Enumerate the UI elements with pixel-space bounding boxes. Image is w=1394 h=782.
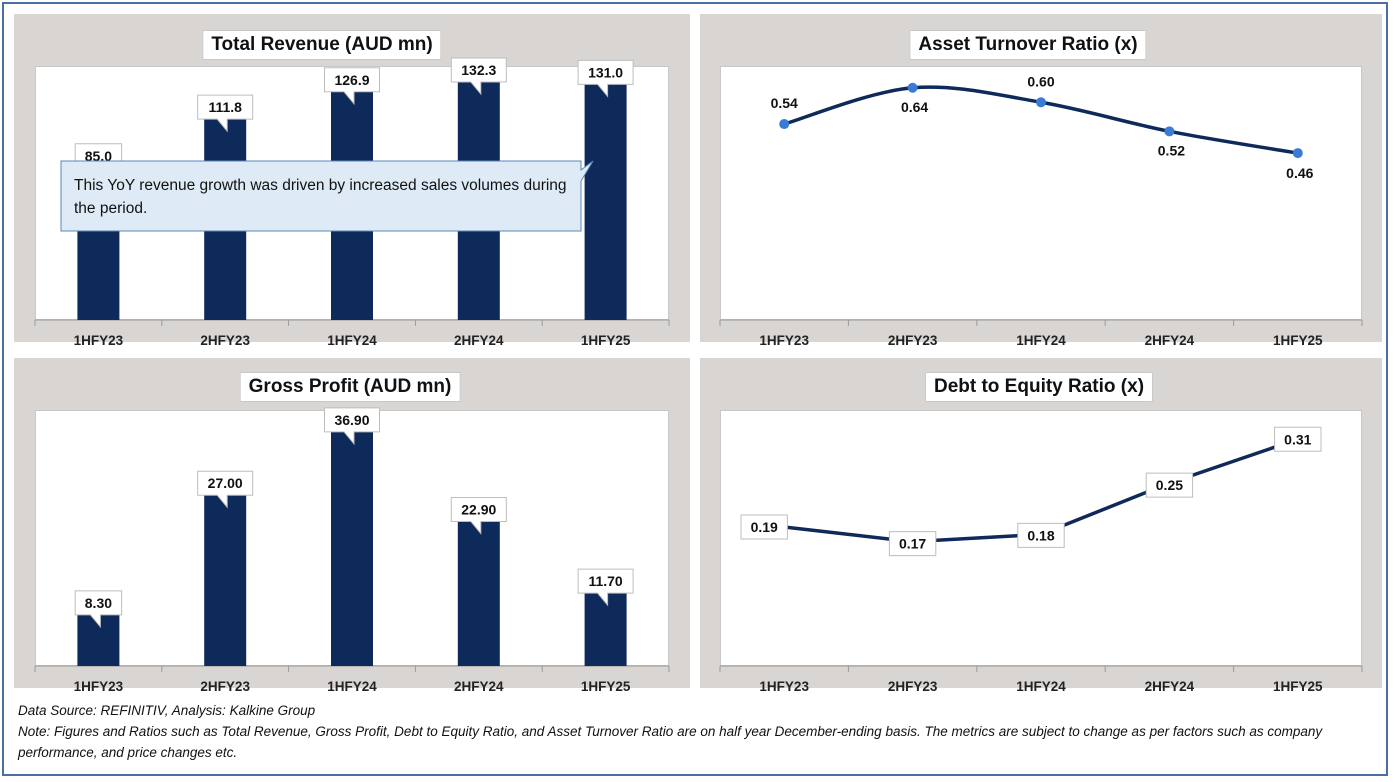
x-tick-label: 2HFY24 (454, 333, 504, 348)
data-label-text: 85.0 (85, 148, 112, 164)
x-tick-label: 2HFY23 (888, 679, 938, 694)
debt-equity-chart-title: Debt to Equity Ratio (x) (924, 372, 1154, 402)
data-label-text: 131.0 (588, 64, 623, 80)
data-point (1164, 126, 1175, 137)
x-tick-label: 2HFY24 (454, 679, 504, 694)
data-label-box (740, 514, 788, 540)
data-label-box (324, 407, 380, 446)
x-tick-label: 1HFY23 (74, 333, 124, 348)
data-label-box (197, 94, 254, 133)
x-tick-label: 2HFY23 (200, 679, 250, 694)
revenue-chart-title: Total Revenue (AUD mn) (202, 30, 442, 60)
data-label-text: 36.90 (334, 412, 369, 428)
data-point (1292, 148, 1303, 159)
data-label: 0.52 (1158, 142, 1185, 158)
data-point (1036, 97, 1046, 108)
revenue-panel: Total Revenue (AUD mn) 1HFY23 2HFY23 1HFY2… (14, 14, 690, 348)
x-tick-label: 1HFY25 (1273, 333, 1323, 348)
debt-equity-panel: Debt to Equity Ratio (x) 1HFY23 2HFY23 1HF… (700, 358, 1382, 694)
x-tick-label: 1HFY25 (1273, 679, 1323, 694)
data-label: 0.31 (1274, 426, 1322, 452)
data-label-text: 8.30 (85, 595, 112, 611)
series-line (783, 85, 1299, 155)
note-text: Note: Figures and Ratios such as Total R… (18, 724, 1323, 760)
data-label: 0.46 (1286, 165, 1313, 181)
data-label: 0.18 (1017, 522, 1065, 548)
data-source-text: Data Source: REFINITIV, Analysis: Kalkin… (18, 703, 316, 718)
data-label: 0.60 (1027, 73, 1054, 89)
data-label-box (888, 531, 937, 557)
data-label: 131.0 (577, 59, 634, 98)
data-label-text: 11.70 (588, 573, 622, 589)
bar (584, 82, 627, 320)
data-label: 11.70 (577, 568, 634, 607)
footer-notes: Data Source: REFINITIV, Analysis: Kalkin… (18, 700, 1378, 763)
x-tick-label: 1HFY24 (327, 679, 377, 694)
x-tick-label: 1HFY25 (581, 333, 631, 348)
data-label: 0.25 (1145, 472, 1194, 498)
bar (584, 591, 627, 666)
x-tick-label: 1HFY25 (581, 679, 631, 694)
data-label: 0.17 (888, 531, 937, 557)
data-label-box (197, 470, 254, 509)
data-label-box (450, 57, 507, 96)
data-label-box (577, 59, 634, 98)
asset-turnover-line-chart: 1HFY23 2HFY23 1HFY24 2HFY24 1HFY25 0.54 0.64 0.… (719, 73, 1363, 348)
data-label-box (74, 590, 123, 629)
data-label-text: 22.90 (461, 501, 496, 517)
data-label-box (1274, 426, 1322, 452)
x-tick-label: 1HFY24 (327, 333, 377, 348)
data-label: 0.19 (740, 514, 788, 540)
bar (204, 493, 247, 666)
gross-profit-bar-chart: 1HFY23 2HFY23 1HFY24 2HFY24 1HFY25 8.30 27.00 3… (34, 407, 670, 694)
data-label-box (450, 496, 507, 535)
callout-shape (60, 160, 594, 232)
data-label-text: 0.19 (751, 519, 778, 535)
x-tick-label: 1HFY24 (1016, 679, 1066, 694)
data-label-text: 126.9 (334, 72, 369, 88)
x-tick-label: 1HFY23 (74, 679, 124, 694)
bar (457, 519, 500, 666)
data-label: 111.8 (197, 94, 254, 133)
data-label: 126.9 (324, 67, 380, 106)
data-label-text: 0.18 (1027, 527, 1054, 543)
data-label-box (577, 568, 634, 607)
data-label-text: 0.17 (899, 536, 926, 552)
x-tick-label: 1HFY23 (759, 679, 809, 694)
bar (331, 429, 373, 666)
gross-profit-panel: Gross Profit (AUD mn) 1HFY23 2HFY23 1HFY24… (14, 358, 690, 694)
x-tick-label: 2HFY24 (1145, 679, 1195, 694)
x-tick-label: 1HFY23 (759, 333, 809, 348)
data-label-text: 132.3 (461, 62, 496, 78)
x-tick-label: 2HFY23 (888, 333, 938, 348)
data-label-text: 27.00 (208, 475, 243, 491)
asset-turnover-panel: Asset Turnover Ratio (x) 1HFY23 2HFY23 1HF… (700, 14, 1382, 348)
revenue-annotation-text: This YoY revenue growth was driven by in… (74, 177, 567, 217)
gross-profit-chart-title: Gross Profit (AUD mn) (239, 372, 461, 402)
data-label: 132.3 (450, 57, 507, 96)
x-tick-label: 2HFY24 (1145, 333, 1195, 348)
data-label: 8.30 (74, 590, 123, 629)
data-label-text: 111.8 (208, 99, 242, 115)
x-tick-label: 1HFY24 (1016, 333, 1066, 348)
data-label: 0.64 (901, 99, 928, 115)
data-label: 36.90 (324, 407, 380, 446)
debt-equity-line-chart: 1HFY23 2HFY23 1HFY24 2HFY24 1HFY25 0.19 0.17 0.… (719, 426, 1363, 694)
data-label-text: 0.31 (1284, 431, 1311, 447)
data-label: 0.54 (771, 95, 798, 111)
revenue-annotation-callout: This YoY revenue growth was driven by in… (60, 160, 594, 232)
data-point (907, 82, 918, 93)
data-label-box (324, 67, 380, 106)
data-label: 22.90 (450, 496, 507, 535)
asset-turnover-chart-title: Asset Turnover Ratio (x) (909, 30, 1147, 60)
x-tick-label: 2HFY23 (200, 333, 250, 348)
data-point (779, 119, 790, 130)
data-label-box (1017, 522, 1065, 548)
data-label-box (1145, 472, 1194, 498)
data-label-text: 0.25 (1156, 477, 1183, 493)
data-label: 27.00 (197, 470, 254, 509)
